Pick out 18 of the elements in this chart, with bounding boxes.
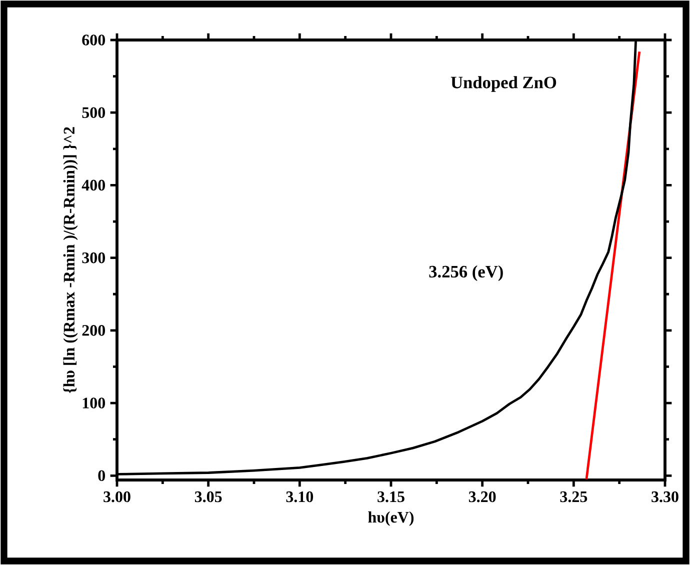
y-tick-label: 600 xyxy=(82,34,106,46)
x-tick-label: 3.05 xyxy=(194,491,222,502)
y-tick-label: 300 xyxy=(82,252,106,264)
x-tick-label: 3.30 xyxy=(652,491,678,502)
y-tick-label: 0 xyxy=(98,470,106,482)
x-tick-label: 3.15 xyxy=(378,491,404,502)
x-tick-label: 3.20 xyxy=(468,491,496,502)
y-tick-label: 200 xyxy=(82,325,106,336)
annotation: 3.256 (eV) xyxy=(429,265,503,282)
y-tick-label: 400 xyxy=(82,180,106,191)
x-tick-label: 3.10 xyxy=(286,491,314,502)
x-axis-title: hυ(eV) xyxy=(368,511,414,526)
annotation: Undoped ZnO xyxy=(450,76,556,92)
x-tick-label: 3.00 xyxy=(104,491,130,502)
y-axis-title: {hυ [ln ((Rmax -Rmin )/(R-Rmin))] }^2 xyxy=(63,127,78,394)
x-tick-label: 3.25 xyxy=(560,491,588,502)
y-tick-label: 500 xyxy=(82,107,106,118)
y-tick-label: 100 xyxy=(82,398,106,408)
